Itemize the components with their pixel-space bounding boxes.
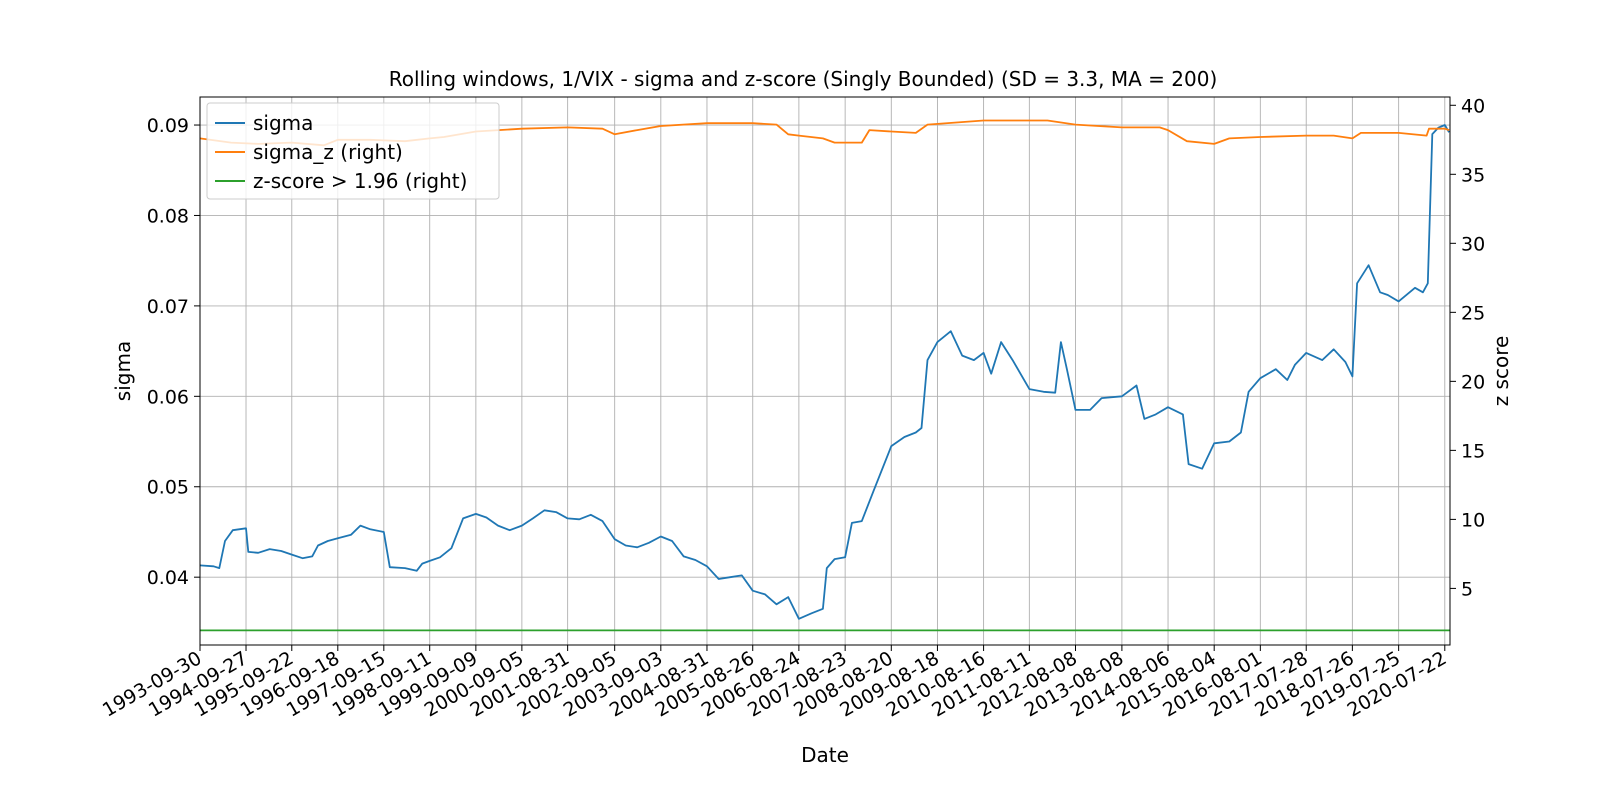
y2-tick-label: 30 [1461,233,1485,255]
y2-tick-label: 10 [1461,509,1485,531]
y-axis-label: sigma [111,341,135,401]
series-line-sigma [199,124,1450,620]
y-tick-label: 0.08 [147,205,189,227]
y2-tick-label: 15 [1461,440,1485,462]
y-tick-label: 0.04 [147,567,189,589]
y-axis-ticks: 0.04 0.05 0.06 0.07 0.08 0.09 [147,115,200,589]
y2-tick-label: 40 [1461,95,1485,117]
y2-tick-label: 25 [1461,302,1485,324]
y-tick-label: 0.05 [147,477,189,499]
legend-entry-label: z-score > 1.96 (right) [253,169,467,193]
plot-frame [199,96,1451,646]
y-tick-label: 0.07 [147,296,189,318]
legend-entry-label: sigma_z (right) [253,140,403,164]
legend-entry-label: sigma [253,111,313,135]
y-tick-label: 0.09 [147,115,189,137]
y2-axis-label: z score [1489,336,1513,407]
y-tick-label: 0.06 [147,386,189,408]
x-axis-label: Date [801,743,849,767]
y2-tick-label: 5 [1461,578,1473,600]
chart-title: Rolling windows, 1/VIX - sigma and z-sco… [389,67,1218,91]
y2-axis-ticks: 5 10 15 20 25 30 35 40 [1450,95,1485,600]
legend: sigma sigma_z (right) z-score > 1.96 (righ… [206,102,500,200]
y2-tick-label: 35 [1461,164,1485,186]
y2-tick-label: 20 [1461,371,1485,393]
legend-box [206,102,500,200]
